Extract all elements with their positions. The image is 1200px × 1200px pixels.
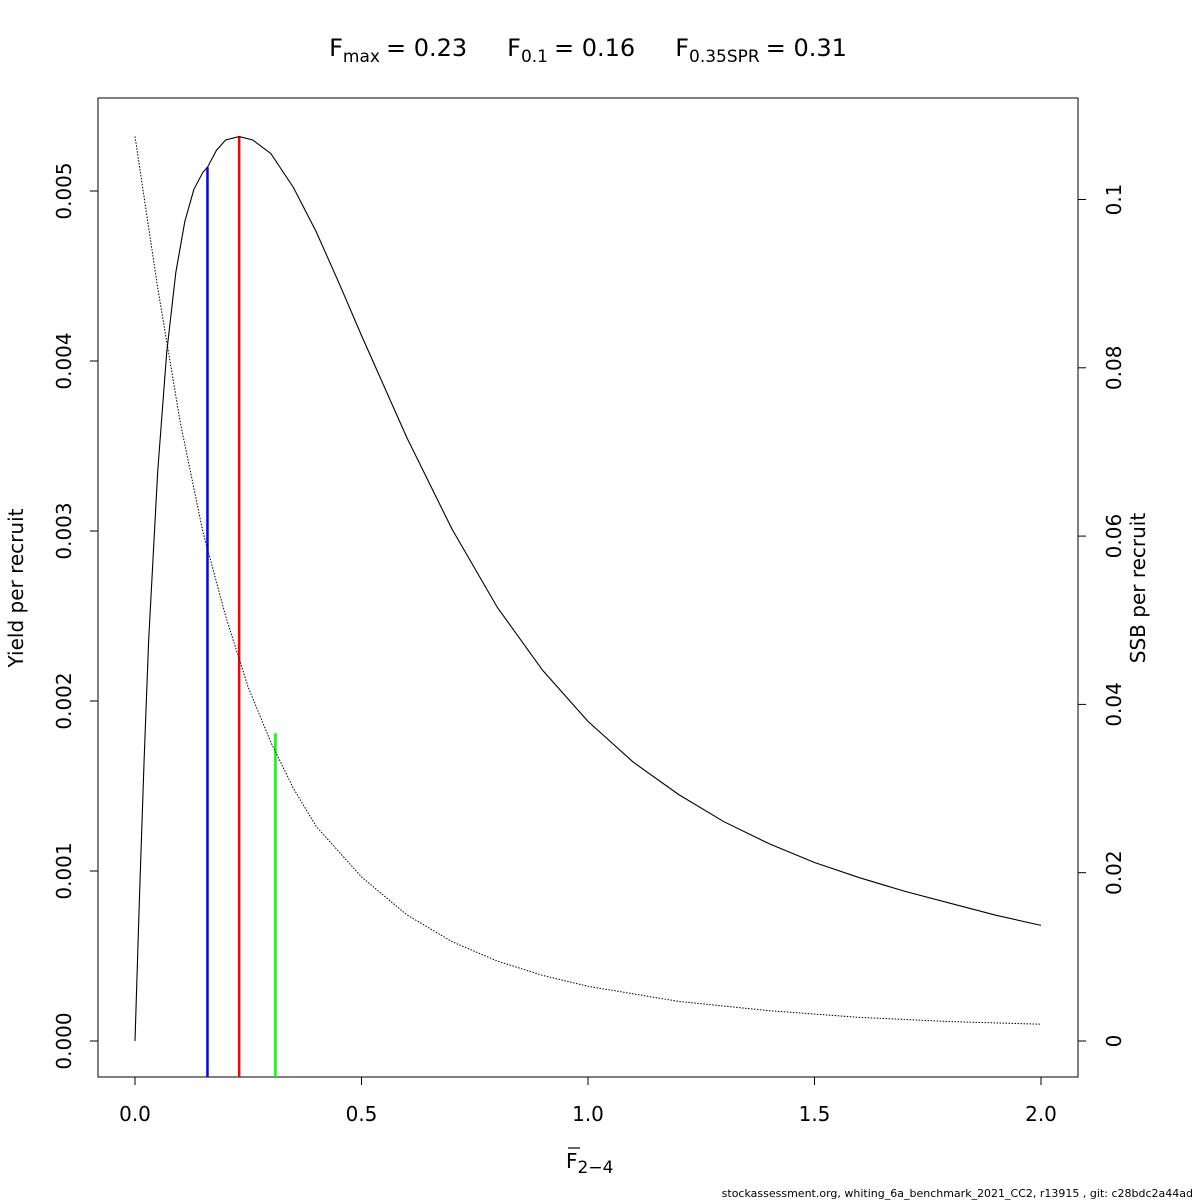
reference-lines: [206, 136, 277, 1077]
chart-title: Fmax = 0.23 F0.1 = 0.16 F0.35SPR = 0.31: [329, 34, 847, 67]
y-axis-right-label: SSB per recruit: [1126, 513, 1150, 664]
ssb-per-recruit-line: [134, 136, 1042, 1025]
y-left-tick-label: 0.001: [52, 842, 76, 899]
y-right-tick-label: 0.08: [1102, 346, 1126, 391]
curves: [134, 136, 1042, 1042]
y-right-tick-label: 0.02: [1102, 850, 1126, 895]
x-tick-label: 2.0: [1025, 1102, 1057, 1126]
y-right-tick-label: 0.06: [1102, 514, 1126, 559]
svg-text:F2−4: F2−4: [566, 1149, 613, 1178]
y-axis-left-label: Yield per recruit: [4, 508, 28, 668]
x-tick-label: 1.0: [572, 1102, 604, 1126]
yield-per-recruit-line: [134, 136, 1042, 1042]
y-left-tick-label: 0.004: [52, 332, 76, 389]
x-axis-label-symbol: F: [566, 1149, 578, 1173]
x-tick-label: 0.5: [346, 1102, 378, 1126]
x-axis-label-subscript: 2−4: [578, 1158, 614, 1178]
y-left-tick-label: 0.000: [52, 1012, 76, 1069]
y-left-tick-label: 0.002: [52, 672, 76, 729]
y-axis-left: 0.000 0.001 0.002 0.003 0.004 0.005: [52, 162, 98, 1070]
x-axis: 0.0 0.5 1.0 1.5 2.0: [119, 1077, 1057, 1126]
y-right-tick-label: 0.04: [1102, 682, 1126, 727]
y-axis-right: 0 0.02 0.04 0.06 0.08 0.1: [1078, 184, 1126, 1048]
x-tick-label: 1.5: [799, 1102, 831, 1126]
footer-note: stockassessment.org, whiting_6a_benchmar…: [722, 1187, 1193, 1200]
y-left-tick-label: 0.003: [52, 502, 76, 559]
y-right-tick-label: 0.1: [1102, 184, 1126, 216]
y-left-tick-label: 0.005: [52, 162, 76, 219]
x-tick-label: 0.0: [119, 1102, 151, 1126]
plot-frame: [97, 97, 1079, 1078]
y-right-tick-label: 0: [1102, 1035, 1126, 1048]
x-axis-label: F2−4: [566, 1147, 613, 1178]
